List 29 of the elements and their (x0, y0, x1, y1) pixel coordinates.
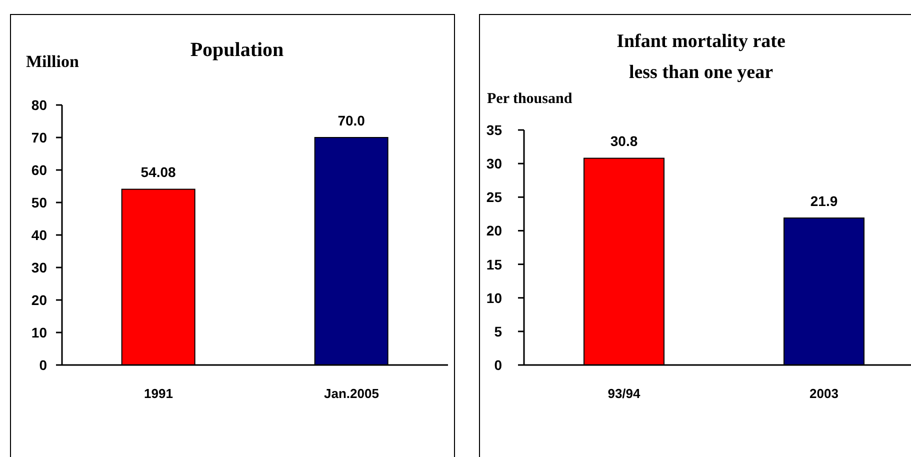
chart-title: Population (190, 39, 284, 61)
y-tick-label: 25 (486, 189, 502, 206)
y-tick-label: 60 (31, 162, 48, 178)
y-tick-label: 80 (31, 96, 48, 113)
x-tick-label: 2003 (810, 386, 838, 402)
y-tick-label: 0 (494, 356, 502, 373)
y-tick-label: 15 (486, 256, 502, 272)
y-tick-label: 10 (486, 290, 502, 306)
x-tick-label: 1991 (144, 386, 173, 402)
y-tick-label: 70 (31, 129, 48, 146)
y-tick-label: 5 (494, 323, 502, 340)
x-tick-label: 93/94 (608, 386, 642, 402)
data-label: 30.8 (610, 133, 638, 150)
y-tick-label: 35 (486, 122, 502, 138)
y-tick-label: 0 (39, 356, 48, 373)
y-tick-label: 40 (31, 226, 48, 243)
data-label: 54.08 (140, 164, 176, 180)
y-axis-title: Million (26, 52, 79, 72)
y-tick-label: 20 (486, 222, 502, 239)
y-tick-label: 30 (31, 259, 48, 276)
y-tick-label: 30 (486, 156, 502, 172)
y-axis-title: Per thousand (487, 90, 572, 109)
data-label: 21.9 (810, 192, 838, 209)
y-tick-label: 20 (31, 292, 48, 308)
y-tick-label: 50 (31, 194, 48, 210)
x-tick-label: Jan.2005 (324, 386, 379, 402)
y-tick-label: 10 (31, 324, 48, 340)
chart-title: Infant mortality rate less than one year (616, 30, 786, 85)
data-label: 70.0 (338, 112, 366, 128)
